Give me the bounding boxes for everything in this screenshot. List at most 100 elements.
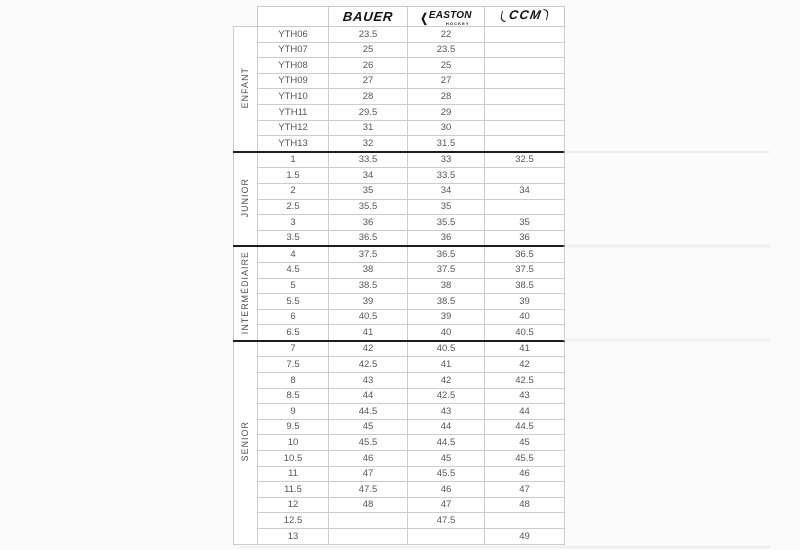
artifact-line (240, 546, 770, 548)
table-row: 9.5 45 44 44.5 (234, 418, 565, 436)
size-cell: 13 (257, 528, 329, 545)
bauer-value-cell: 45.5 (328, 434, 408, 452)
artifact-line (564, 339, 770, 341)
easton-chevron-icon: ❮ (420, 10, 428, 25)
category-cell: SENIOR (233, 339, 258, 545)
easton-value-cell: 37.5 (407, 261, 485, 279)
artifact-line (564, 245, 770, 247)
easton-value-cell: 35.5 (407, 214, 485, 231)
brand-header-row: BAUER ❮ EASTON HOCKEY CCM (234, 6, 565, 27)
table-row: 12.5 47.5 (234, 512, 565, 529)
easton-logo-subtext: HOCKEY (445, 20, 470, 26)
table-row: 7.5 42.5 41 42 (234, 356, 565, 374)
size-cell: 10.5 (257, 450, 329, 467)
category-cell: ENFANT (233, 25, 258, 153)
ccm-value-cell: 40 (484, 308, 565, 326)
size-cell: 4 (257, 245, 329, 263)
easton-value-cell: 23.5 (407, 41, 485, 59)
size-cell: YTH09 (257, 72, 329, 90)
easton-value-cell: 45.5 (407, 465, 485, 483)
ccm-logo-text: CCM (507, 7, 543, 22)
ccm-value-cell: 43 (484, 387, 565, 405)
table-row: YTH11 29.5 29 (234, 103, 565, 121)
size-cell: 3.5 (257, 229, 329, 247)
table-row: ENFANT YTH06 23.5 22 (233, 25, 565, 153)
table-row: YTH07 25 23.5 (234, 41, 565, 59)
ccm-value-cell: 45.5 (484, 450, 565, 467)
ccm-value-cell: 44.5 (484, 418, 565, 436)
size-cell: 11 (257, 465, 329, 483)
ccm-value-cell (484, 103, 565, 121)
table-row: 11 47 45.5 46 (234, 465, 565, 483)
size-cell: 2 (257, 182, 329, 200)
header-spacer (234, 7, 258, 27)
table-row: 2 35 34 34 (234, 182, 565, 200)
bauer-value-cell: 36.5 (328, 229, 408, 247)
size-column-header (257, 6, 329, 27)
size-cell: YTH11 (257, 103, 329, 121)
bauer-value-cell: 43 (328, 372, 408, 389)
table-row: YTH09 27 27 (234, 72, 565, 90)
easton-value-cell: 25 (407, 57, 485, 74)
table-row: 10 45.5 44.5 45 (234, 434, 565, 452)
table-row: 5 38.5 38 38.5 (234, 277, 565, 295)
size-cell: YTH08 (257, 57, 329, 74)
easton-value-cell: 33.5 (407, 167, 485, 184)
table-row: 8 43 42 42.5 (234, 372, 565, 389)
bauer-value-cell: 40.5 (328, 308, 408, 326)
size-cell: 12 (257, 496, 329, 514)
bauer-value-cell: 28 (328, 88, 408, 105)
table-row: YTH08 26 25 (234, 57, 565, 74)
bauer-value-cell: 45 (328, 418, 408, 436)
ccm-swoosh-left-icon (499, 10, 508, 22)
easton-value-cell: 45 (407, 450, 485, 467)
ccm-value-cell (484, 26, 565, 43)
easton-value-cell: 38.5 (407, 293, 485, 310)
size-cell: 7 (257, 339, 329, 358)
bauer-value-cell: 47.5 (328, 481, 408, 498)
table-row: YTH12 31 30 (234, 119, 565, 137)
size-cell: 8.5 (257, 387, 329, 405)
category-cell: JUNIOR (233, 150, 258, 247)
size-cell: 5 (257, 277, 329, 295)
size-cell: YTH13 (257, 135, 329, 153)
bauer-value-cell: 46 (328, 450, 408, 467)
bauer-value-cell: 35.5 (328, 198, 408, 216)
ccm-value-cell: 45 (484, 434, 565, 452)
bauer-value-cell: 38.5 (328, 277, 408, 295)
easton-value-cell: 41 (407, 356, 485, 374)
bauer-value-cell: 48 (328, 496, 408, 514)
ccm-value-cell: 32.5 (484, 150, 565, 169)
table-row: 8.5 44 42.5 43 (234, 387, 565, 405)
bauer-value-cell (328, 512, 408, 529)
category-label: SENIOR (240, 421, 251, 462)
ccm-value-cell: 38.5 (484, 277, 565, 295)
easton-header-cell: ❮ EASTON HOCKEY (407, 6, 485, 27)
table-row: YTH10 28 28 (234, 88, 565, 105)
ccm-value-cell (484, 167, 565, 184)
category-label: INTERMÉDIAIRE (240, 250, 251, 334)
easton-value-cell: 22 (407, 26, 485, 43)
ccm-value-cell: 36 (484, 229, 565, 247)
bauer-value-cell: 31 (328, 119, 408, 137)
size-cell: 12.5 (257, 512, 329, 529)
bauer-value-cell: 41 (328, 324, 408, 342)
ccm-value-cell (484, 198, 565, 216)
size-cell: 2.5 (257, 198, 329, 216)
size-cell: YTH12 (257, 119, 329, 137)
size-cell: 4.5 (257, 261, 329, 279)
size-cell: 8 (257, 372, 329, 389)
ccm-value-cell: 36.5 (484, 245, 565, 263)
bauer-value-cell: 32 (328, 135, 408, 153)
ccm-value-cell: 37.5 (484, 261, 565, 279)
bauer-value-cell: 25 (328, 41, 408, 59)
table-row: 4.5 38 37.5 37.5 (234, 261, 565, 279)
easton-logo-text: EASTON (428, 9, 472, 21)
easton-value-cell: 42 (407, 372, 485, 389)
bauer-value-cell: 39 (328, 293, 408, 310)
easton-value-cell: 34 (407, 182, 485, 200)
ccm-value-cell: 42 (484, 356, 565, 374)
ccm-value-cell (484, 57, 565, 74)
size-cell: 5.5 (257, 293, 329, 310)
